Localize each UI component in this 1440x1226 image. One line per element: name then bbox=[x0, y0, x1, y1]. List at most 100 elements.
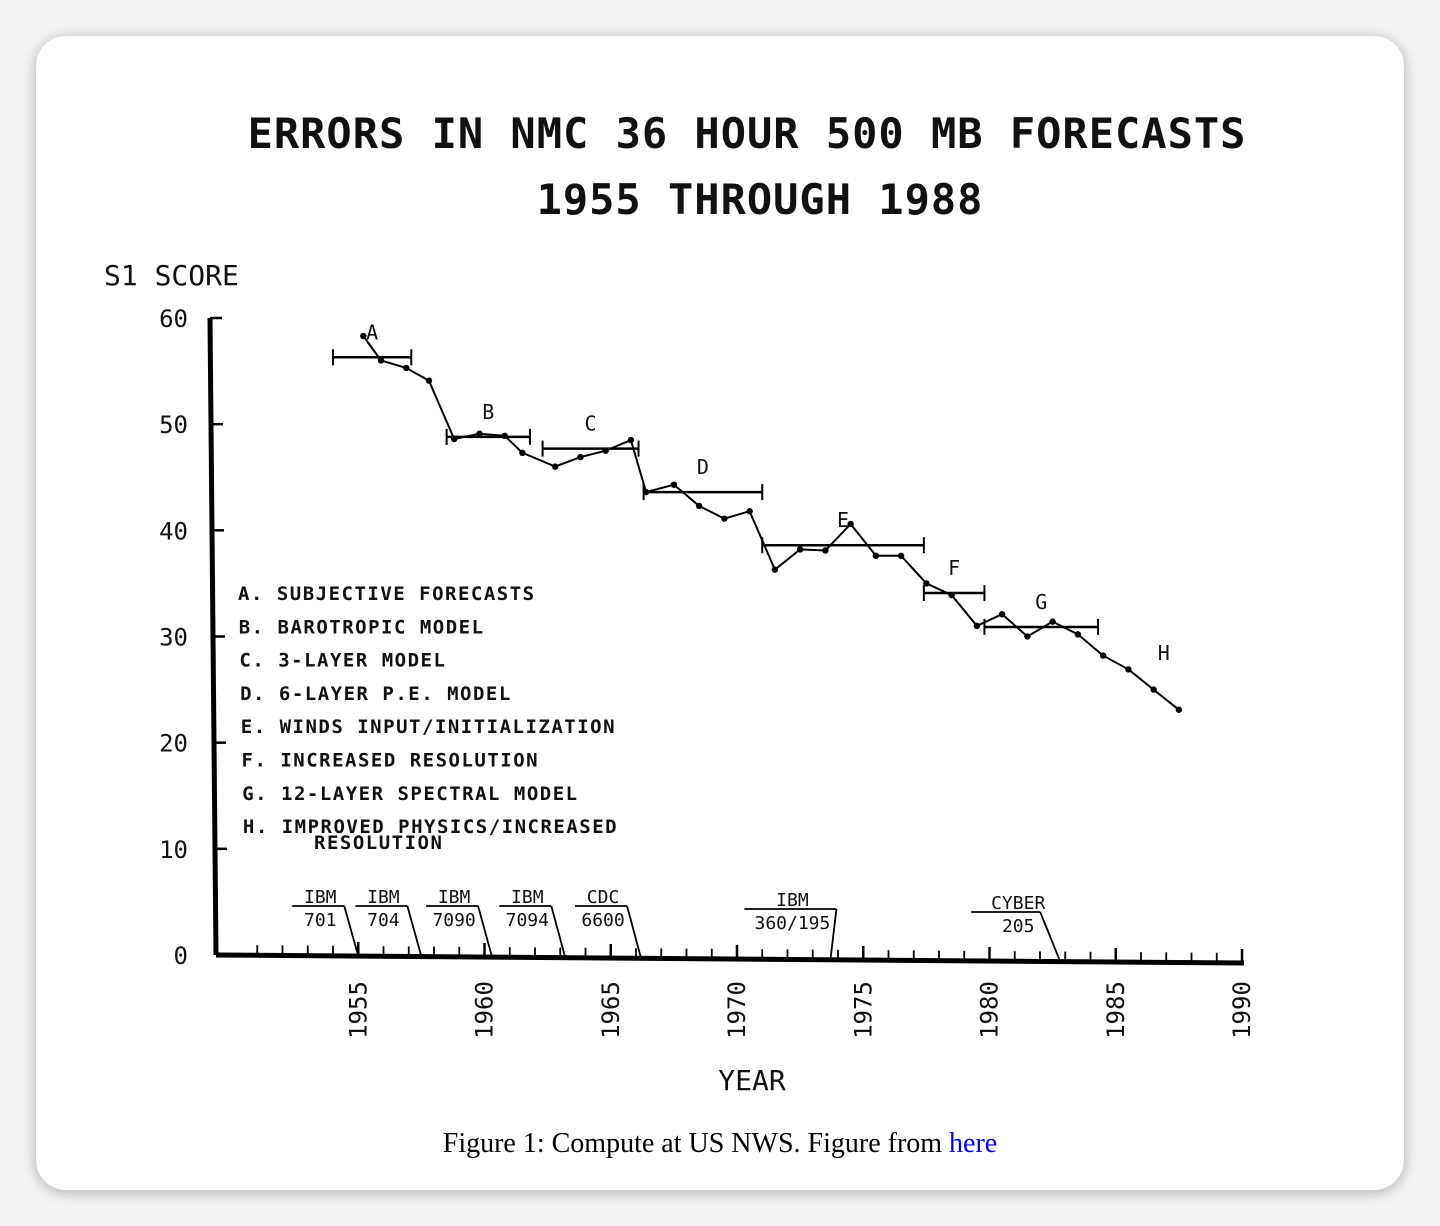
data-point bbox=[377, 357, 385, 364]
x-tick-label: 1990 bbox=[1228, 981, 1256, 1039]
caption-text: Figure 1: Compute at US NWS. Figure from bbox=[442, 1128, 950, 1159]
data-point bbox=[847, 520, 854, 528]
data-point bbox=[1175, 706, 1183, 713]
period-label: C bbox=[585, 412, 597, 436]
period-g: G bbox=[983, 590, 1100, 635]
data-point bbox=[627, 436, 635, 444]
period-c: C bbox=[541, 412, 640, 457]
legend-item: C. 3-LAYER MODEL bbox=[239, 650, 446, 672]
data-point bbox=[602, 447, 609, 454]
y-tick-label: 50 bbox=[159, 411, 188, 439]
x-tick-label: 1960 bbox=[471, 981, 499, 1039]
computer-model: 7094 bbox=[506, 910, 549, 931]
axes: 0 10 20 30 40 50 60 1955 1960 1965 1970 1975 1980 198… bbox=[159, 305, 1256, 1039]
data-point bbox=[1099, 652, 1107, 659]
computer-model: 6600 bbox=[581, 910, 624, 931]
computer-leader bbox=[626, 905, 642, 959]
legend: A. SUBJECTIVE FORECASTS B. BAROTROPIC MOD… bbox=[238, 583, 618, 854]
figure-card bbox=[36, 36, 1404, 1190]
computer-name: IBM bbox=[511, 887, 544, 908]
data-point bbox=[1074, 631, 1082, 638]
caption-link[interactable]: here bbox=[949, 1128, 998, 1159]
legend-item: F. INCREASED RESOLUTION bbox=[242, 750, 540, 772]
x-axis-label: YEAR bbox=[718, 1064, 786, 1097]
x-tick-label: 1975 bbox=[849, 981, 877, 1039]
series-s1-score bbox=[360, 332, 1183, 713]
computer-annotations: IBM701IBM704IBM7090IBM7094CDC6600IBM360/… bbox=[292, 887, 1062, 962]
data-point bbox=[1125, 666, 1132, 673]
y-axis-label: S1 SCORE bbox=[104, 259, 239, 292]
annotation-label: H bbox=[1158, 641, 1170, 665]
x-axis-line bbox=[215, 952, 1245, 966]
data-point bbox=[822, 547, 829, 554]
data-point bbox=[1150, 686, 1157, 693]
data-point bbox=[897, 552, 905, 560]
computer-name: IBM bbox=[367, 887, 400, 908]
data-point bbox=[771, 566, 779, 573]
chart-title-line2: 1955 THROUGH 1988 bbox=[537, 175, 984, 224]
computer-name: IBM bbox=[776, 890, 809, 911]
data-point bbox=[425, 377, 433, 384]
data-point bbox=[501, 432, 508, 440]
legend-item: D. 6-LAYER P.E. MODEL bbox=[240, 683, 512, 705]
data-point bbox=[1024, 633, 1031, 640]
model-periods: A B C D E F G H bbox=[332, 320, 1170, 665]
computer-name: CYBER bbox=[991, 893, 1045, 914]
y-tick-label: 30 bbox=[159, 624, 188, 652]
data-point bbox=[642, 488, 650, 496]
y-tick-label: 60 bbox=[159, 305, 188, 333]
computer-name: IBM bbox=[304, 887, 337, 908]
legend-item: G. 12-LAYER SPECTRAL MODEL bbox=[242, 783, 578, 805]
computer-leader bbox=[550, 905, 567, 958]
legend-item: B. BAROTROPIC MODEL bbox=[239, 616, 485, 638]
data-point bbox=[670, 481, 678, 488]
period-label: B bbox=[482, 400, 494, 424]
data-point bbox=[796, 546, 804, 553]
data-point bbox=[923, 580, 930, 587]
period-a: A bbox=[332, 320, 413, 366]
period-label: G bbox=[1035, 590, 1047, 614]
data-point bbox=[721, 515, 728, 522]
y-tick-label: 40 bbox=[159, 517, 188, 545]
computer-model: 7090 bbox=[432, 910, 475, 931]
x-tick-label: 1980 bbox=[976, 981, 1004, 1039]
computer-leader bbox=[829, 908, 838, 960]
data-point bbox=[519, 449, 526, 457]
data-point bbox=[973, 622, 981, 630]
data-point bbox=[451, 435, 458, 443]
x-tick-label: 1955 bbox=[344, 981, 372, 1039]
computer-model: 205 bbox=[1002, 916, 1035, 937]
period-label: E bbox=[837, 508, 849, 532]
data-point bbox=[360, 332, 367, 340]
legend-item: RESOLUTION bbox=[314, 832, 443, 854]
y-tick-label: 10 bbox=[159, 836, 188, 864]
computer-model: 701 bbox=[304, 910, 337, 931]
x-tick-label: 1970 bbox=[723, 981, 751, 1039]
data-point bbox=[746, 508, 753, 515]
y-tick-label: 20 bbox=[159, 730, 188, 758]
computer-leader bbox=[477, 905, 493, 958]
period-f: F bbox=[922, 556, 986, 601]
y-tick-label: 0 bbox=[174, 942, 188, 970]
series-line bbox=[362, 335, 1180, 711]
data-point bbox=[476, 430, 483, 437]
x-tick-label: 1985 bbox=[1102, 981, 1130, 1039]
computer-leader bbox=[406, 905, 423, 957]
computer-model: 704 bbox=[367, 910, 400, 931]
legend-item: H. IMPROVED PHYSICS/INCREASED bbox=[243, 816, 618, 838]
data-point bbox=[577, 453, 584, 461]
x-tick-label: 1965 bbox=[597, 981, 625, 1039]
computer-leader bbox=[343, 905, 360, 957]
legend-item: A. SUBJECTIVE FORECASTS bbox=[238, 583, 536, 605]
computer-leader bbox=[1039, 911, 1062, 962]
period-d: D bbox=[642, 455, 764, 501]
period-label: A bbox=[366, 320, 378, 344]
computer-model: 360/195 bbox=[754, 913, 830, 934]
